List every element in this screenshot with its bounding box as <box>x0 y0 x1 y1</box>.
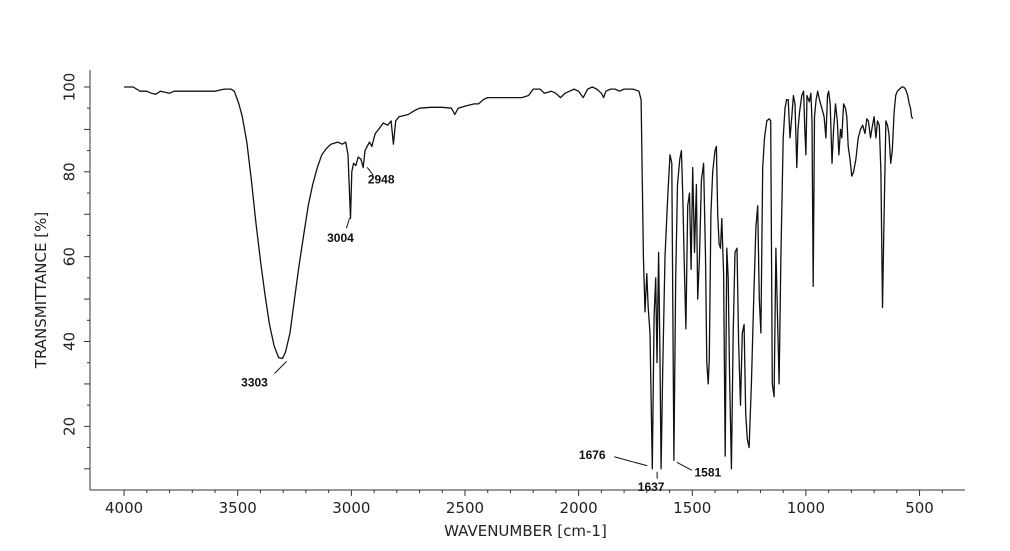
y-tick-label: 100 <box>61 73 79 102</box>
peak-leader-line <box>366 167 374 176</box>
peak-leader-line <box>614 456 648 467</box>
x-ticks: 4000 3500 3000 2500 2000 1500 1000 500 <box>105 490 943 517</box>
peak-label: 3303 <box>241 375 268 389</box>
peak-label: 1581 <box>695 465 722 479</box>
x-axis-title: WAVENUMBER [cm-1] <box>444 522 607 540</box>
y-ticks: 20 40 60 80 100 <box>61 73 90 470</box>
x-tick-label: 500 <box>905 499 934 517</box>
x-tick-label: 2000 <box>560 499 598 517</box>
peak-label: 1637 <box>638 480 665 494</box>
peak-label: 3004 <box>327 231 354 245</box>
peak-leader-line <box>274 361 287 374</box>
x-tick-label: 3500 <box>219 499 257 517</box>
y-axis-title: TRANSMITTANCE [%] <box>32 212 50 369</box>
y-tick-label: 80 <box>61 162 79 181</box>
x-tick-label: 2500 <box>446 499 484 517</box>
axes <box>89 70 965 491</box>
peak-label: 2948 <box>368 172 395 186</box>
y-tick-label: 60 <box>61 247 79 266</box>
peak-label: 1676 <box>579 448 606 462</box>
peak-leader-line <box>676 461 693 471</box>
x-tick-label: 1000 <box>787 499 825 517</box>
y-tick-label: 40 <box>61 332 79 351</box>
series-layer <box>124 86 914 470</box>
x-tick-label: 4000 <box>105 499 143 517</box>
spectrum-line <box>124 86 914 470</box>
x-tick-label: 1500 <box>673 499 711 517</box>
peak-annotations: 3303 3004 2948 1676 1637 1581 <box>241 167 722 494</box>
x-tick-label: 3000 <box>332 499 370 517</box>
y-tick-label: 20 <box>61 417 79 436</box>
peak-leader-line <box>345 218 350 229</box>
